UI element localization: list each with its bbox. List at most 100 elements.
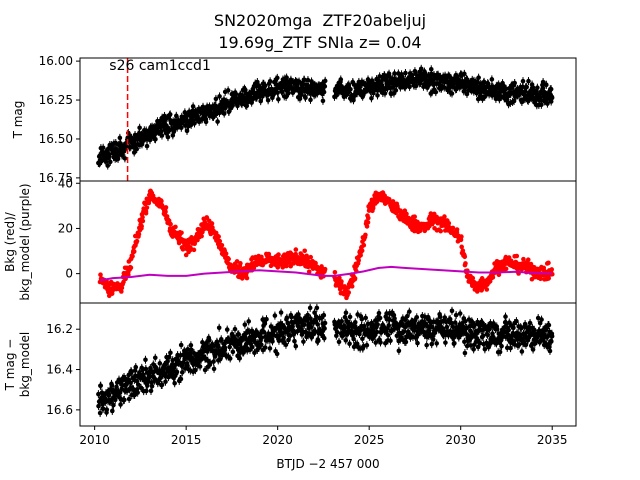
data-point [267, 78, 273, 84]
top-frame [79, 57, 577, 182]
data-point [337, 275, 342, 281]
data-point [450, 324, 455, 329]
data-point [538, 98, 544, 103]
data-point [364, 224, 370, 229]
data-point [215, 119, 220, 124]
middle-y-label: Bkg (red)/ [3, 211, 17, 272]
data-point [403, 324, 408, 330]
data-point [370, 205, 376, 211]
bkg-model-line [99, 265, 553, 282]
data-point [100, 406, 106, 412]
data-point [135, 382, 141, 387]
data-point [258, 342, 264, 347]
data-point [143, 388, 149, 394]
data-point [299, 92, 304, 97]
data-point [539, 102, 544, 108]
top-y-label: T mag [11, 101, 25, 140]
data-point [110, 288, 116, 293]
data-point [122, 156, 128, 161]
data-point [112, 397, 118, 403]
data-point [230, 349, 236, 355]
data-point [280, 265, 286, 270]
data-point [107, 159, 113, 165]
data-point [422, 314, 428, 320]
y-tick-label: 16.50 [39, 132, 73, 146]
data-point [174, 369, 180, 375]
data-point [191, 247, 197, 253]
data-point [346, 290, 352, 295]
data-point [126, 396, 132, 402]
data-point [217, 238, 223, 244]
data-point [283, 342, 289, 348]
data-point [484, 287, 490, 292]
data-point [305, 312, 311, 318]
data-point [286, 337, 291, 343]
data-point [546, 260, 551, 266]
data-point [393, 88, 399, 93]
data-point [375, 322, 380, 327]
data-point [178, 342, 184, 348]
data-point [385, 332, 391, 338]
data-point [348, 86, 353, 92]
data-point [462, 254, 468, 260]
data-point [286, 90, 291, 96]
data-point [173, 224, 178, 230]
data-point [163, 209, 168, 215]
data-point [474, 289, 480, 294]
data-point [520, 78, 526, 84]
data-point [159, 382, 165, 388]
data-point [284, 263, 289, 269]
data-point [152, 355, 158, 361]
data-point [140, 218, 146, 224]
data-point [545, 101, 550, 106]
data-point [226, 109, 232, 114]
data-point [360, 336, 365, 342]
data-point [424, 342, 429, 348]
data-point [199, 233, 204, 239]
data-point [242, 322, 248, 327]
data-point [107, 152, 112, 157]
data-point [202, 346, 207, 352]
data-point [356, 258, 362, 263]
data-point [428, 66, 434, 72]
data-point [131, 249, 137, 254]
data-point [227, 344, 232, 350]
data-point [143, 357, 148, 363]
data-point [148, 388, 154, 394]
data-point [159, 133, 165, 138]
data-point [250, 97, 255, 102]
data-point [188, 342, 194, 348]
data-point [267, 346, 273, 351]
data-point [460, 248, 466, 254]
data-point [365, 215, 371, 221]
middle-y-label: bkg_model (purple) [18, 183, 32, 300]
data-point [98, 272, 103, 277]
data-point [111, 402, 116, 408]
data-point [293, 247, 299, 252]
data-point [361, 323, 367, 329]
data-point [265, 97, 271, 103]
data-point [352, 319, 358, 325]
data-point [321, 89, 327, 95]
data-point [139, 142, 145, 147]
data-point [117, 135, 123, 141]
data-point [301, 322, 307, 328]
data-point [159, 198, 164, 204]
data-point [262, 83, 268, 88]
data-point [204, 343, 210, 349]
data-point [138, 385, 144, 391]
data-point [153, 136, 158, 142]
data-point [352, 276, 358, 281]
data-point [189, 347, 194, 353]
data-point [234, 259, 240, 264]
data-point [361, 242, 367, 248]
data-point [172, 380, 177, 386]
data-point [185, 346, 191, 352]
data-point [430, 337, 436, 342]
data-point [390, 85, 396, 90]
data-point [449, 308, 455, 314]
data-point [538, 276, 543, 282]
data-point [209, 221, 215, 226]
data-point [168, 350, 173, 356]
